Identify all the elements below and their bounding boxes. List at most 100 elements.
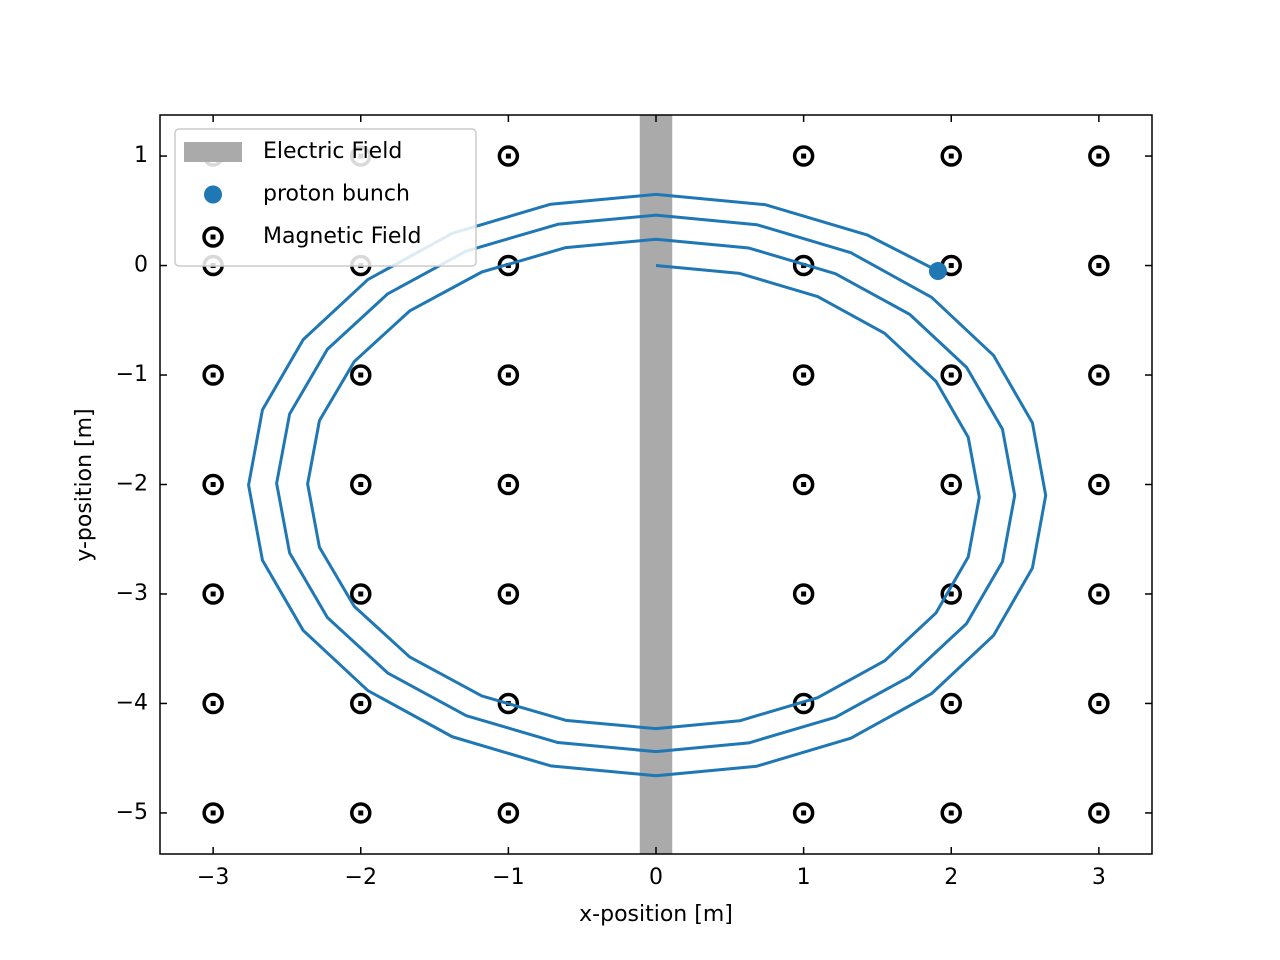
x-tick-label: 2 — [944, 865, 958, 890]
magnetic-field-marker — [940, 364, 962, 386]
marker-ring — [350, 364, 372, 386]
magnetic-field-marker — [1088, 254, 1110, 277]
marker-center — [210, 372, 216, 378]
magnetic-field-marker — [350, 692, 372, 715]
magnetic-field-marker — [940, 692, 962, 715]
marker-center — [948, 263, 954, 269]
legend: Electric Field proton bunch Magnetic Field — [174, 128, 477, 267]
magnetic-field-marker — [1088, 692, 1110, 715]
magnetic-field-marker — [792, 802, 815, 824]
legend-marker-center — [210, 234, 216, 240]
marker-ring — [1088, 145, 1110, 167]
magnetic-field-marker — [940, 473, 962, 496]
marker-center — [358, 372, 364, 378]
marker-ring — [497, 145, 520, 167]
y-tick-label: 1 — [134, 143, 148, 168]
marker-center — [358, 591, 364, 597]
marker-center — [948, 482, 954, 487]
x-tick-label: −2 — [345, 865, 377, 890]
marker-ring — [1088, 473, 1110, 496]
marker-center — [801, 482, 807, 487]
marker-ring — [1088, 583, 1110, 605]
magnetic-field-marker — [792, 145, 815, 167]
x-axis-label: x-position [m] — [579, 902, 733, 927]
marker-center — [948, 810, 954, 816]
magnetic-field-marker — [940, 802, 962, 824]
marker-ring — [497, 802, 520, 824]
marker-center — [358, 700, 364, 706]
marker-ring — [350, 473, 372, 496]
electric-field-span — [639, 115, 673, 854]
marker-center — [1096, 700, 1102, 706]
marker-ring — [202, 364, 224, 386]
marker-center — [948, 591, 954, 597]
x-tick-label: 1 — [797, 865, 811, 890]
x-tick-label: 0 — [649, 865, 663, 890]
legend-label: Electric Field — [263, 139, 402, 164]
magnetic-field-marker — [497, 145, 520, 167]
magnetic-field-marker — [1088, 473, 1110, 496]
marker-center — [948, 700, 954, 706]
marker-center — [1096, 810, 1102, 816]
magnetic-field-marker — [202, 802, 224, 824]
legend-label: proton bunch — [263, 182, 410, 207]
marker-center — [801, 372, 807, 378]
marker-ring — [792, 473, 815, 496]
marker-center — [948, 372, 954, 378]
scatter-point — [928, 262, 947, 281]
marker-ring — [792, 145, 815, 167]
y-tick-label: −4 — [116, 690, 148, 715]
marker-center — [210, 482, 216, 487]
magnetic-field-marker — [792, 583, 815, 605]
magnetic-field-marker — [350, 583, 372, 605]
magnetic-field-marker — [497, 473, 520, 496]
marker-center — [505, 810, 511, 816]
magnetic-field-marker — [350, 364, 372, 386]
y-tick-label: −1 — [116, 362, 148, 387]
marker-ring — [350, 802, 372, 824]
marker-center — [358, 810, 364, 816]
legend-box — [174, 128, 477, 267]
magnetic-field-marker — [1088, 802, 1110, 824]
magnetic-field-marker — [202, 692, 224, 715]
magnetic-field-marker — [497, 583, 520, 605]
magnetic-field-marker — [1088, 145, 1110, 167]
marker-center — [1096, 153, 1102, 159]
y-tick-label: −5 — [116, 800, 148, 825]
marker-ring — [940, 145, 962, 167]
magnetic-field-marker — [350, 802, 372, 824]
marker-center — [505, 591, 511, 597]
marker-center — [505, 153, 511, 159]
marker-center — [801, 700, 807, 706]
marker-center — [1096, 591, 1102, 597]
marker-ring — [202, 692, 224, 715]
marker-ring — [792, 583, 815, 605]
marker-center — [210, 700, 216, 706]
magnetic-field-marker — [497, 364, 520, 386]
marker-center — [358, 482, 364, 487]
magnetic-field-marker — [202, 473, 224, 496]
magnetic-field-marker — [497, 802, 520, 824]
marker-center — [801, 591, 807, 597]
y-tick-label: −3 — [116, 581, 148, 606]
y-axis-label: y-position [m] — [72, 408, 97, 561]
x-tick-label: −1 — [492, 865, 524, 890]
marker-ring — [497, 692, 520, 715]
marker-center — [801, 153, 807, 159]
marker-center — [505, 372, 511, 378]
marker-center — [1096, 263, 1102, 269]
marker-center — [505, 482, 511, 487]
marker-ring — [497, 473, 520, 496]
marker-ring — [497, 364, 520, 386]
trajectory-line — [247, 192, 1048, 778]
marker-ring — [202, 802, 224, 824]
marker-center — [1096, 372, 1102, 378]
marker-ring — [202, 583, 224, 605]
magnetic-field-marker — [1088, 583, 1110, 605]
marker-center — [801, 810, 807, 816]
marker-ring — [1088, 364, 1110, 386]
x-tick-label: 3 — [1092, 865, 1106, 890]
marker-center — [1096, 482, 1102, 487]
marker-center — [948, 153, 954, 159]
